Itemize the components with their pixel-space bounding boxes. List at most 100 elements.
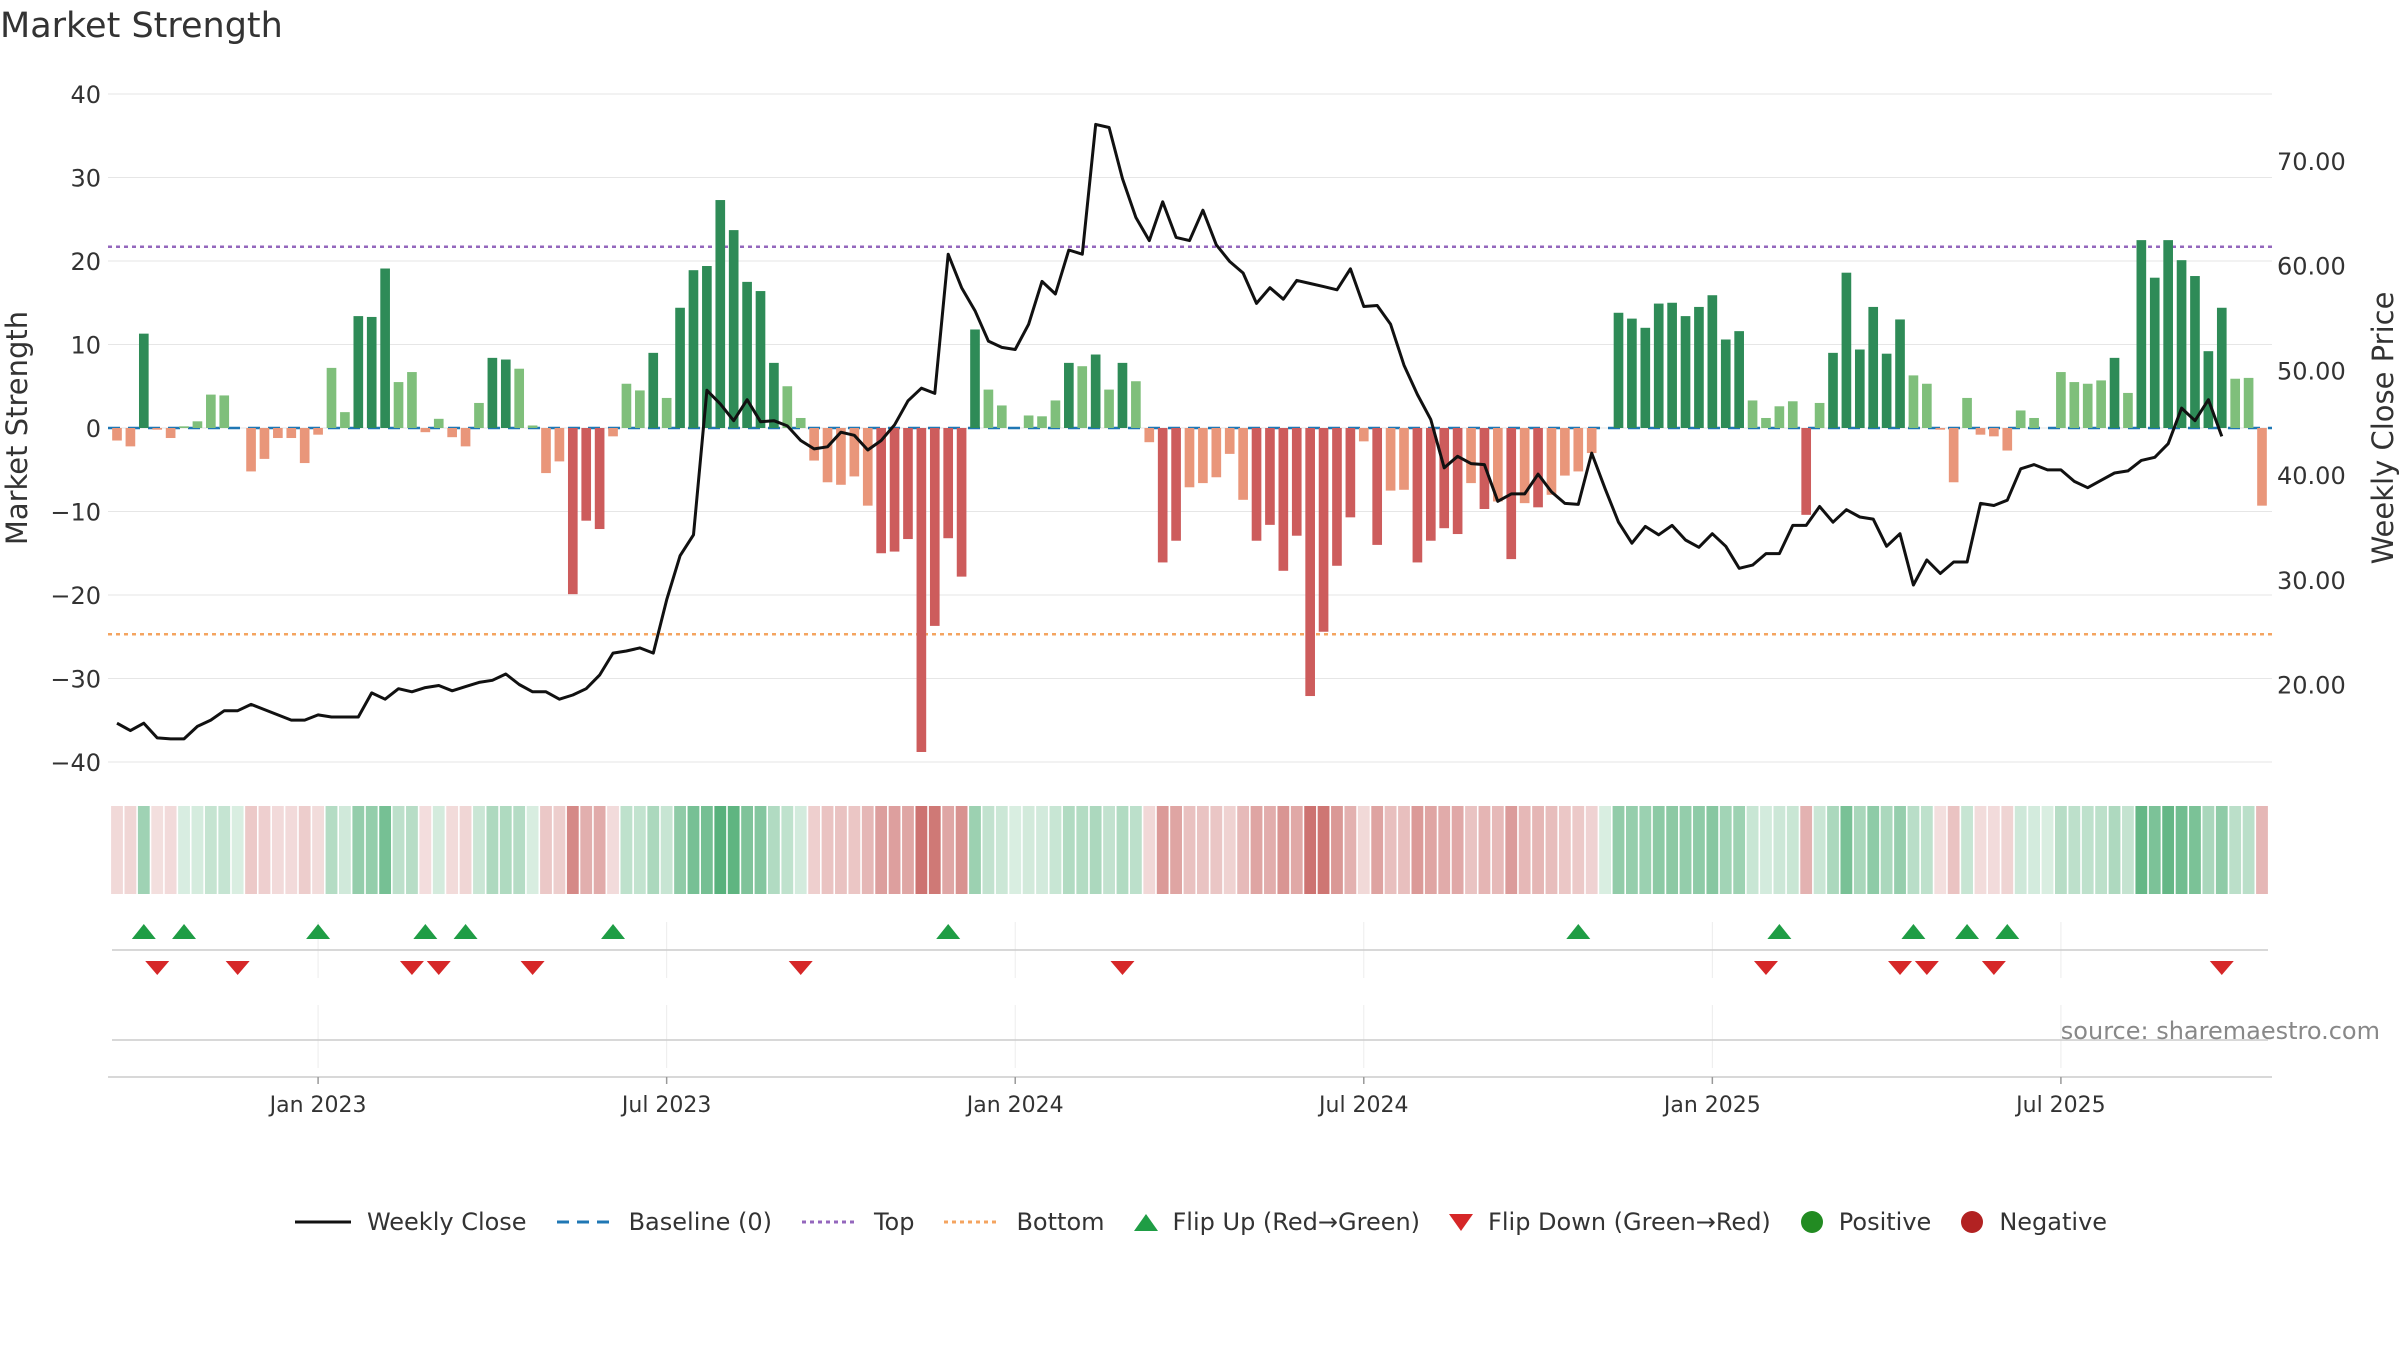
heat-cell <box>2041 806 2054 894</box>
strength-bar <box>1184 428 1195 488</box>
heat-cell <box>446 806 459 894</box>
heat-cell <box>1719 806 1732 894</box>
heat-cell <box>191 806 204 894</box>
heat-cell <box>580 806 593 894</box>
heat-cell <box>1049 806 1062 894</box>
heat-cell <box>1840 806 1853 894</box>
strength-bar <box>500 359 511 428</box>
strength-bar <box>206 394 216 428</box>
heat-cell <box>942 806 955 894</box>
heat-cell <box>1143 806 1156 894</box>
heat-cell <box>781 806 794 894</box>
heat-cell <box>178 806 190 894</box>
heat-cell <box>1076 806 1089 894</box>
heat-cell <box>1424 806 1437 894</box>
strength-bar <box>1613 312 1624 428</box>
strength-bar <box>393 382 404 428</box>
heat-cell <box>861 806 874 894</box>
grid-layer <box>108 93 2272 763</box>
strength-bar <box>1533 428 1543 508</box>
strength-bar <box>125 428 136 447</box>
heat-cell <box>231 806 244 894</box>
heat-cell <box>1156 806 1169 894</box>
heat-cell <box>1867 806 1880 894</box>
strength-bar <box>179 426 189 428</box>
heat-cell <box>2068 806 2081 894</box>
flip-down-marker <box>2209 961 2234 975</box>
heat-cell <box>1813 806 1826 894</box>
heat-cell <box>1626 806 1638 894</box>
strength-bar <box>1198 428 1208 484</box>
date-axis: Jan 2023 Jul 2023 Jan 2024 Jul 2024 Jan 2025… <box>108 1076 2272 1118</box>
strength-bar <box>1667 302 1677 428</box>
strength-bar <box>916 428 927 752</box>
strength-bar <box>648 352 659 428</box>
heat-cell <box>1693 806 1705 894</box>
heat-cell <box>1947 806 1960 894</box>
heat-cell <box>1197 806 1209 894</box>
heat-cell <box>1518 806 1531 894</box>
heat-cell <box>285 806 298 894</box>
y-tick-label: 20 <box>70 248 101 276</box>
strength-bar <box>1774 406 1785 428</box>
heat-cell <box>875 806 888 894</box>
heat-cell <box>1746 806 1759 894</box>
heat-cell <box>647 806 660 894</box>
heat-cell <box>553 806 566 894</box>
strength-bar <box>2082 383 2093 428</box>
strength-bar <box>286 428 297 439</box>
strength-bar <box>2015 410 2026 428</box>
heat-cell <box>2215 806 2228 894</box>
legend-swatch <box>801 1220 858 1224</box>
heat-cell <box>499 806 512 894</box>
strength-bar <box>2216 307 2227 428</box>
heat-cell <box>1666 806 1679 894</box>
strength-bar <box>1560 428 1570 476</box>
heat-cell <box>660 806 673 894</box>
strength-bar <box>1238 428 1248 500</box>
legend-swatch <box>1449 1214 1474 1231</box>
heat-cell <box>1920 806 1933 894</box>
heat-cell <box>2148 806 2161 894</box>
flip-down-marker <box>399 961 424 975</box>
strength-bar <box>1814 402 1825 428</box>
heat-cell <box>1170 806 1182 894</box>
heat-cell <box>593 806 606 894</box>
strength-bar <box>1211 428 1222 478</box>
legend-label: Weekly Close <box>366 1208 527 1236</box>
strength-bar <box>1278 428 1289 571</box>
heat-cell <box>298 806 311 894</box>
flip-up-marker <box>936 924 961 939</box>
strength-bar <box>782 386 793 428</box>
heat-cell <box>1183 806 1196 894</box>
heat-cell <box>955 806 968 894</box>
legend-label: Flip Down (Green→Red) <box>1488 1208 1771 1236</box>
legend-item: Baseline (0) <box>555 1208 772 1236</box>
strength-bar <box>1171 428 1181 541</box>
strength-bar <box>1895 319 1905 428</box>
heat-cell <box>1438 806 1451 894</box>
heat-cell <box>2028 806 2040 894</box>
heat-cell <box>245 806 257 894</box>
strength-bar <box>1305 428 1315 697</box>
heat-cell <box>540 806 552 894</box>
heat-cell <box>1371 806 1384 894</box>
strength-bar <box>715 200 726 428</box>
heat-cell <box>526 806 539 894</box>
strength-bar <box>1131 381 1141 428</box>
heat-cell <box>714 806 727 894</box>
heat-cell <box>1572 806 1585 894</box>
legend-item: Flip Up (Red→Green) <box>1133 1208 1420 1236</box>
strength-bar <box>420 428 431 433</box>
strength-bar <box>943 428 954 539</box>
heat-cell <box>1907 806 1920 894</box>
strength-bar <box>1332 428 1342 566</box>
strength-bar <box>702 266 712 428</box>
legend-triangle-up <box>1133 1214 1158 1231</box>
heat-cell <box>419 806 432 894</box>
heat-cell <box>365 806 378 894</box>
strength-bar <box>313 428 323 435</box>
heat-cell <box>513 806 526 894</box>
heat-cell <box>794 806 807 894</box>
